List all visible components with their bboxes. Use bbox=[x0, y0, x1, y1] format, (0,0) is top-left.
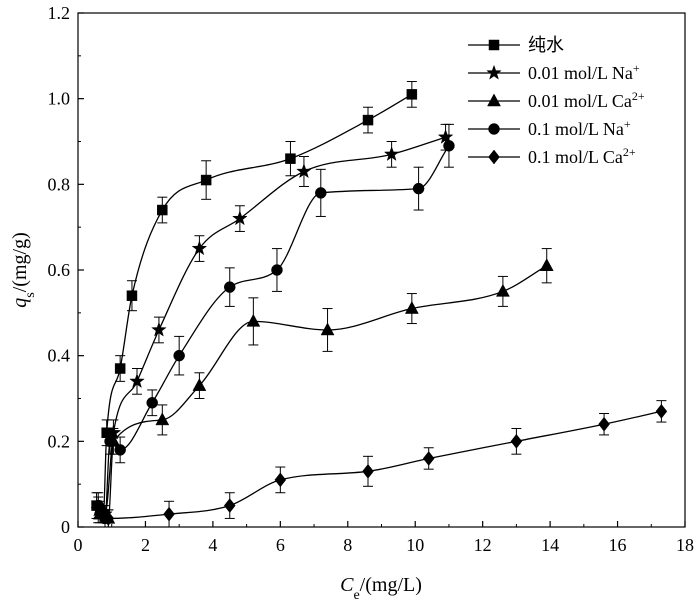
data-point-triangle bbox=[539, 258, 554, 271]
y-tick-label: 0.4 bbox=[48, 346, 71, 366]
data-point-triangle bbox=[155, 412, 170, 426]
data-point-triangle bbox=[320, 322, 335, 336]
legend-label: 0.1 mol/L Ca2+ bbox=[528, 145, 636, 167]
series-curves bbox=[96, 93, 662, 520]
series-curve bbox=[99, 410, 662, 520]
data-point-star bbox=[232, 210, 248, 226]
legend-label: 0.01 mol/L Ca2+ bbox=[528, 89, 645, 111]
data-point-circle bbox=[104, 435, 116, 448]
data-point-diamond bbox=[223, 498, 236, 513]
data-point-circle bbox=[271, 264, 283, 276]
data-point-circle bbox=[412, 182, 425, 195]
series-curve bbox=[97, 136, 446, 515]
legend-label: 0.01 mol/L Na+ bbox=[528, 61, 640, 83]
legend: 纯水 0.01 mol/L Na+ 0.01 mol/L Ca2+ 0.1 mol/L… bbox=[468, 35, 645, 167]
data-point-square bbox=[114, 363, 126, 374]
y-axis-label: qs/(mg/g) bbox=[9, 232, 38, 307]
y-tick-label: 1.2 bbox=[48, 3, 71, 23]
y-tick-label: 0.6 bbox=[48, 260, 71, 280]
data-point-square bbox=[362, 114, 374, 126]
x-tick-label: 8 bbox=[343, 535, 352, 555]
y-tick-label: 0.2 bbox=[48, 431, 71, 451]
data-point-star bbox=[129, 373, 145, 389]
x-tick-label: 14 bbox=[541, 535, 559, 555]
data-point-star bbox=[437, 128, 454, 144]
data-point-triangle bbox=[246, 313, 261, 327]
error-bars bbox=[91, 81, 667, 528]
data-point-triangle bbox=[192, 378, 207, 391]
data-point-diamond bbox=[94, 502, 106, 518]
data-point-square bbox=[126, 290, 138, 301]
x-tick-label: 12 bbox=[474, 535, 492, 555]
x-tick-label: 6 bbox=[276, 535, 285, 555]
data-point-circle bbox=[173, 349, 185, 362]
data-point-diamond bbox=[655, 403, 668, 419]
data-point-circle bbox=[146, 397, 158, 409]
data-point-diamond bbox=[362, 463, 374, 479]
data-point-diamond bbox=[102, 511, 115, 526]
data-point-diamond bbox=[422, 451, 435, 466]
y-tick-label: 1.0 bbox=[48, 89, 71, 109]
data-point-star bbox=[383, 146, 400, 162]
y-tick-label: 0.8 bbox=[48, 174, 71, 194]
data-point-circle bbox=[224, 281, 236, 293]
data-point-circle bbox=[114, 444, 126, 456]
series-curve bbox=[96, 93, 413, 515]
x-tick-label: 18 bbox=[676, 535, 694, 555]
x-tick-label: 0 bbox=[74, 535, 83, 555]
data-point-diamond bbox=[598, 416, 610, 432]
data-point-circle bbox=[315, 187, 327, 199]
x-tick-label: 16 bbox=[609, 535, 627, 555]
x-tick-label: 10 bbox=[406, 535, 424, 555]
data-point-diamond bbox=[274, 472, 287, 488]
data-point-square bbox=[406, 89, 418, 100]
y-tick-label: 0 bbox=[61, 517, 70, 537]
x-tick-label: 4 bbox=[208, 535, 217, 555]
legend-label: 0.1 mol/L Na+ bbox=[528, 117, 631, 139]
y-axis: 0 0.2 0.4 0.6 0.8 1.0 1.2 bbox=[48, 3, 84, 537]
legend-marker-circle bbox=[488, 123, 500, 135]
x-axis-label: Ce/(mg/L) bbox=[340, 574, 422, 603]
data-point-triangle bbox=[404, 301, 419, 314]
data-point-square bbox=[200, 174, 212, 186]
legend-marker-diamond bbox=[488, 149, 500, 165]
data-point-diamond bbox=[163, 506, 175, 522]
data-point-square bbox=[285, 153, 296, 164]
data-markers bbox=[90, 89, 668, 526]
legend-marker-square bbox=[488, 39, 500, 51]
data-point-star bbox=[151, 321, 167, 337]
data-point-square bbox=[157, 204, 168, 216]
data-point-star bbox=[191, 240, 208, 256]
data-point-diamond bbox=[510, 433, 523, 449]
legend-marker-triangle bbox=[487, 93, 501, 107]
legend-marker-star bbox=[486, 64, 502, 80]
x-tick-label: 2 bbox=[141, 535, 150, 555]
series-curve bbox=[97, 145, 450, 520]
data-point-star bbox=[296, 163, 312, 179]
data-point-circle bbox=[443, 140, 455, 152]
x-axis: 0 2 4 6 8 10 12 14 16 18 bbox=[74, 521, 694, 555]
series-curve bbox=[99, 265, 548, 520]
legend-label: 纯水 bbox=[528, 35, 564, 55]
data-point-triangle bbox=[495, 283, 510, 297]
